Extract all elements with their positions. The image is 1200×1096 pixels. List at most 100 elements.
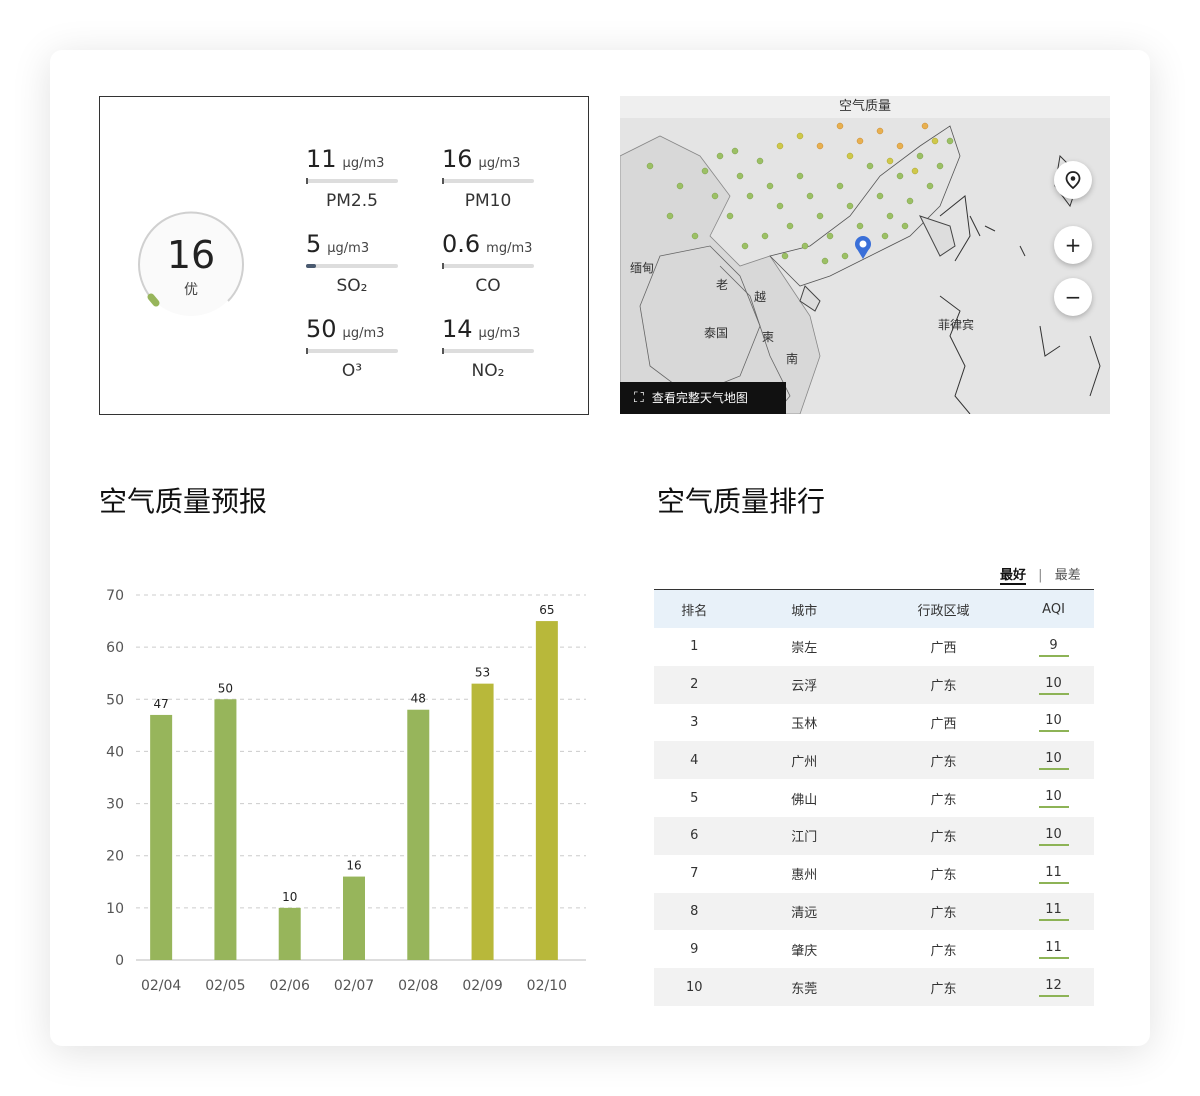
metric-no2: 14 μg/m3 NO₂ [442,315,562,381]
map-label: 柬 [762,330,775,344]
y-tick-label: 40 [106,744,124,760]
cell-aqi: 11 [1013,930,1094,968]
location-pin-icon [855,236,871,259]
zoom-in-button[interactable]: + [1054,226,1092,264]
data-label: 65 [539,603,554,617]
metric-value: 11 [306,145,337,173]
metric-unit: μg/m3 [342,156,385,171]
y-tick-label: 10 [106,901,124,917]
bar [407,709,430,960]
x-tick-label: 02/07 [334,978,374,994]
metric-bar [442,178,534,184]
cell-region: 广西 [930,641,957,657]
bar [343,876,365,960]
aqi-value: 10 [1038,750,1069,771]
metric-value: 14 [442,315,473,343]
table-row: 2 云浮 广东 10 [654,665,1094,704]
header-city: 城市 [791,603,818,619]
header-aqi: AQI [1042,601,1065,617]
metric-unit: μg/m3 [327,241,370,256]
aqi-level: 优 [184,282,198,298]
toggle-worst[interactable]: 最差 [1054,568,1081,583]
cell-aqi: 10 [1013,779,1094,817]
data-label: 50 [218,681,233,695]
table-row: 6 江门 广东 10 [654,816,1094,855]
cell-region: 广东 [930,868,957,884]
station-dots-yellow [776,132,939,175]
air-quality-map[interactable]: 空气质量 缅甸 老 泰国 越 柬 南 菲律宾 + − ⛶ 查看完整天气地图 [620,96,1110,414]
metric-so2: 5 μg/m3 SO₂ [306,230,426,296]
metric-name: CO [475,276,501,296]
cell-rank: 9 [690,941,699,957]
y-tick-label: 60 [106,640,124,656]
metric-name: O³ [341,361,363,381]
metric-name: SO₂ [336,276,368,296]
map-label: 南 [786,352,799,366]
toggle-separator: | [1038,568,1043,583]
data-label: 48 [411,692,426,706]
metric-pm10: 16 μg/m3 PM10 [442,145,562,211]
data-label: 47 [154,697,169,711]
x-tick-label: 02/04 [141,978,181,994]
cell-city[interactable]: 佛山 [791,792,818,808]
metric-bar [442,263,534,269]
metric-unit: μg/m3 [478,326,521,341]
metric-name: PM10 [464,191,512,211]
locate-button[interactable] [1054,161,1092,199]
cell-aqi: 10 [1013,704,1094,742]
cell-region: 广东 [930,981,957,997]
cell-city[interactable]: 云浮 [791,679,818,695]
cell-aqi: 11 [1013,893,1094,931]
cell-rank: 8 [690,903,699,919]
cell-aqi: 9 [1013,628,1094,666]
table-row: 10 东莞 广东 12 [654,968,1094,1006]
data-label: 16 [346,859,361,873]
x-tick-label: 02/08 [398,978,438,994]
metric-pm25: 11 μg/m3 PM2.5 [306,145,426,211]
cell-city[interactable]: 玉林 [791,716,818,732]
cell-aqi: 11 [1013,855,1094,893]
cell-rank: 1 [690,639,699,655]
data-label: 10 [282,890,297,904]
y-tick-label: 70 [106,588,124,604]
cell-city[interactable]: 江门 [791,830,818,846]
table-row: 3 玉林 广西 10 [654,704,1094,742]
x-tick-label: 02/09 [462,978,502,994]
map-canvas[interactable] [620,96,1110,414]
forecast-title: 空气质量预报 [99,485,268,518]
x-tick-label: 02/06 [270,978,310,994]
cell-aqi: 10 [1013,741,1094,779]
zoom-out-button[interactable]: − [1054,278,1092,316]
cell-rank: 4 [690,752,699,768]
metric-name: NO₂ [471,361,505,381]
bar [150,714,173,960]
aqi-value: 9 [1038,637,1069,657]
metric-unit: μg/m3 [342,326,385,341]
aqi-panel: 16 优 11 μg/m3 PM2.5 16 μg/m3 PM10 5 μg/m3 S… [99,96,589,415]
header-region: 行政区域 [917,603,970,619]
table-row: 4 广州 广东 10 [654,741,1094,780]
toggle-best[interactable]: 最好 [1000,564,1027,585]
cell-city[interactable]: 清远 [791,905,818,921]
table-row: 9 肇庆 广东 11 [654,930,1094,968]
cell-region: 广东 [930,943,957,959]
cell-city[interactable]: 广州 [791,754,818,770]
cell-aqi: 10 [1013,666,1094,704]
metric-bar [306,348,398,354]
cell-rank: 10 [686,979,703,995]
station-dots-moderate [816,122,929,150]
cell-city[interactable]: 肇庆 [791,943,818,959]
table-row: 1 崇左 广西 9 [654,628,1094,666]
forecast-chart: 0 10 20 30 40 50 60 70 47 02/04 50 02/05 10 02/06 16 02… [106,588,586,994]
cell-rank: 2 [690,677,699,693]
cell-city[interactable]: 崇左 [791,641,818,657]
cell-region: 广东 [930,830,957,846]
cell-city[interactable]: 惠州 [791,868,818,884]
y-tick-label: 20 [106,849,124,865]
cell-rank: 7 [690,866,699,882]
map-label: 泰国 [704,326,729,340]
full-map-link[interactable]: ⛶ 查看完整天气地图 [620,382,786,414]
map-label: 越 [754,290,767,304]
cell-region: 广西 [930,716,957,732]
cell-city[interactable]: 东莞 [791,981,818,997]
